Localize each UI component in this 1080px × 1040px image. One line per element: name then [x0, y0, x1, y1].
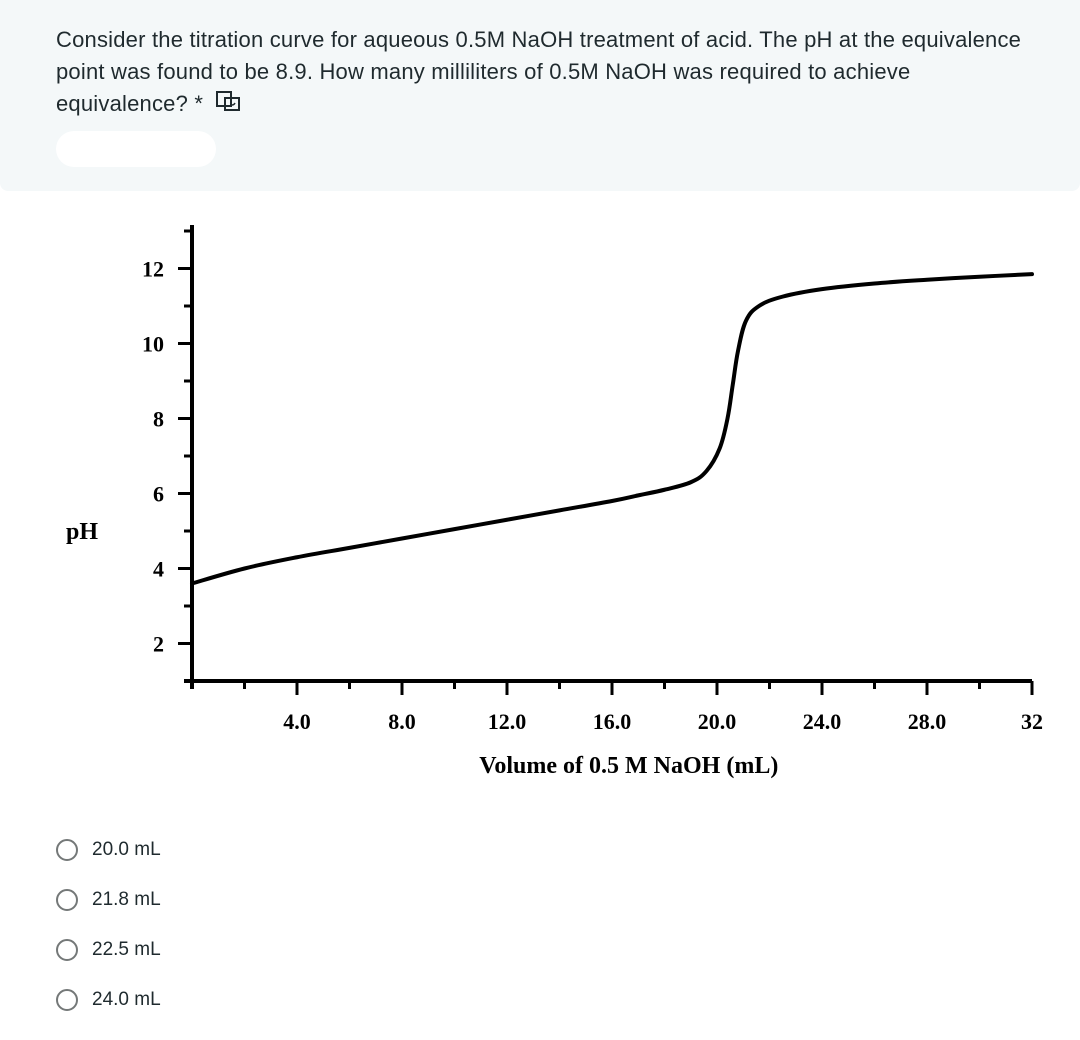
svg-text:6: 6 — [153, 481, 164, 506]
radio-icon — [56, 939, 78, 961]
svg-text:4.0: 4.0 — [283, 709, 311, 734]
question-block: Consider the titration curve for aqueous… — [0, 0, 1080, 191]
svg-text:8.0: 8.0 — [388, 709, 416, 734]
svg-text:pH: pH — [66, 519, 98, 545]
chart-container: 2 4 6 8 10 12 4.0 8.0 12.0 16.0 20.0 24.0 28.0 32 pH Vo… — [0, 191, 1080, 811]
svg-text:Volume of 0.5 M NaOH (mL): Volume of 0.5 M NaOH (mL) — [479, 753, 778, 779]
radio-icon — [56, 889, 78, 911]
option-label: 24.0 mL — [92, 989, 161, 1011]
svg-text:8: 8 — [153, 406, 164, 431]
svg-text:12: 12 — [142, 256, 164, 281]
svg-text:28.0: 28.0 — [908, 709, 947, 734]
svg-text:20.0: 20.0 — [698, 709, 737, 734]
answer-options: 20.0 mL 21.8 mL 22.5 mL 24.0 mL — [0, 811, 1080, 1025]
expand-image-icon[interactable] — [215, 89, 241, 121]
svg-text:12.0: 12.0 — [488, 709, 527, 734]
redaction-patch — [56, 131, 216, 167]
option-label: 21.8 mL — [92, 889, 161, 911]
svg-text:32: 32 — [1021, 709, 1043, 734]
option-b[interactable]: 21.8 mL — [56, 875, 1032, 925]
question-text: Consider the titration curve for aqueous… — [56, 24, 1032, 121]
required-asterisk: * — [194, 91, 203, 116]
svg-text:4: 4 — [153, 556, 164, 581]
svg-text:10: 10 — [142, 331, 164, 356]
option-c[interactable]: 22.5 mL — [56, 925, 1032, 975]
option-a[interactable]: 20.0 mL — [56, 825, 1032, 875]
svg-text:2: 2 — [153, 631, 164, 656]
option-label: 20.0 mL — [92, 839, 161, 861]
titration-curve-chart: 2 4 6 8 10 12 4.0 8.0 12.0 16.0 20.0 24.0 28.0 32 pH Vo… — [24, 211, 1044, 801]
option-d[interactable]: 24.0 mL — [56, 975, 1032, 1025]
option-label: 22.5 mL — [92, 939, 161, 961]
radio-icon — [56, 839, 78, 861]
svg-text:16.0: 16.0 — [593, 709, 632, 734]
svg-text:24.0: 24.0 — [803, 709, 842, 734]
radio-icon — [56, 989, 78, 1011]
